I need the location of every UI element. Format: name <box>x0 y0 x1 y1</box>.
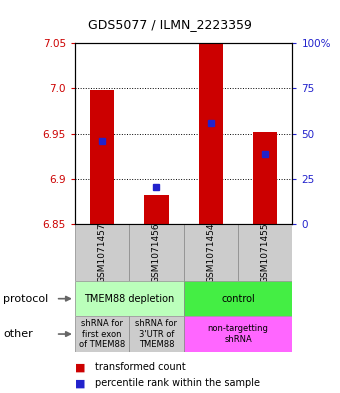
Bar <box>144 195 169 224</box>
Bar <box>129 316 184 352</box>
Bar <box>199 43 223 224</box>
Text: shRNA for
3'UTR of
TMEM88: shRNA for 3'UTR of TMEM88 <box>135 319 177 349</box>
Text: TMEM88 depletion: TMEM88 depletion <box>84 294 174 304</box>
Text: other: other <box>3 329 33 339</box>
Text: GSM1071456: GSM1071456 <box>152 222 161 283</box>
Bar <box>253 132 277 224</box>
Text: GSM1071457: GSM1071457 <box>98 222 106 283</box>
Text: non-targetting
shRNA: non-targetting shRNA <box>207 324 269 344</box>
Bar <box>184 316 292 352</box>
Bar <box>75 316 129 352</box>
Bar <box>184 281 292 316</box>
Text: transformed count: transformed count <box>95 362 186 373</box>
Text: ■: ■ <box>75 362 85 373</box>
Bar <box>90 90 114 224</box>
Text: control: control <box>221 294 255 304</box>
Text: GSM1071454: GSM1071454 <box>206 222 215 283</box>
Bar <box>75 224 129 281</box>
Bar <box>184 224 238 281</box>
Bar <box>238 224 292 281</box>
Text: protocol: protocol <box>3 294 49 304</box>
Text: GSM1071455: GSM1071455 <box>261 222 270 283</box>
Text: GDS5077 / ILMN_2223359: GDS5077 / ILMN_2223359 <box>88 18 252 31</box>
Bar <box>129 224 184 281</box>
Bar <box>75 281 184 316</box>
Text: shRNA for
first exon
of TMEM88: shRNA for first exon of TMEM88 <box>79 319 125 349</box>
Text: percentile rank within the sample: percentile rank within the sample <box>95 378 260 388</box>
Text: ■: ■ <box>75 378 85 388</box>
